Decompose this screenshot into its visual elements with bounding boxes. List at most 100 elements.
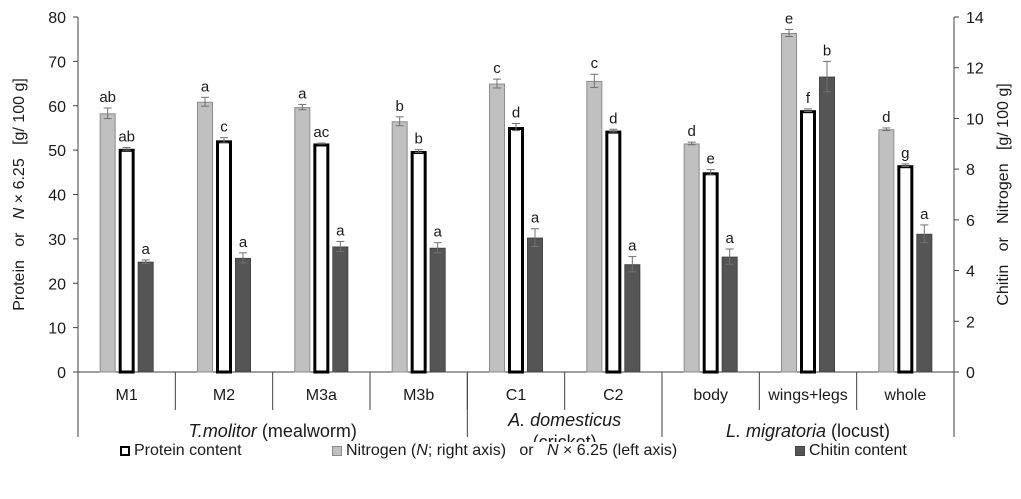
significance-letter-nitrogen: a — [201, 78, 210, 95]
legend: Protein content Nitrogen (N; right axis)… — [0, 442, 1021, 466]
significance-letter-nitrogen: ab — [99, 89, 116, 106]
legend-item-protein: Protein content — [120, 442, 242, 460]
group-label-part-0: T.molitor — [188, 421, 257, 441]
bar-nitrogen — [197, 101, 213, 373]
significance-letter-nitrogen: c — [591, 55, 599, 72]
group-label: L. migratoria (locust) — [726, 421, 890, 441]
left-tick-label: 10 — [48, 321, 66, 338]
right-tick-label: 6 — [966, 213, 975, 230]
left-tick-label: 20 — [48, 276, 66, 293]
right-tick-label: 14 — [966, 10, 984, 27]
group-label-part-1: (locust) — [826, 421, 890, 441]
right-tick-label: 12 — [966, 61, 984, 78]
category-label: C1 — [506, 387, 527, 404]
group-label-part-0: L. migratoria — [726, 421, 826, 441]
significance-letter-protein: d — [512, 105, 520, 122]
chart: 0 10 20 30 40 50 60 70 80 0 2 4 6 8 10 12 14 Protein or N… — [11, 10, 1012, 442]
left-axis-title-part-0: Protein or — [11, 219, 28, 311]
category-label: M3a — [306, 387, 337, 404]
significance-letter-nitrogen: e — [785, 10, 793, 27]
group-label: A. domesticus — [507, 410, 621, 430]
significance-letter-chitin: b — [823, 42, 831, 59]
legend-label-nitrogen-n: N — [416, 442, 428, 459]
bar-nitrogen — [391, 121, 408, 373]
legend-label-protein: Protein content — [134, 442, 242, 459]
bar-protein — [800, 110, 816, 374]
bar-nitrogen — [781, 32, 797, 373]
bar-chitin — [624, 264, 641, 373]
significance-letter-protein: c — [220, 119, 228, 136]
left-axis-title-part-2: × 6.25 [g/ 100 g] — [11, 78, 28, 207]
bar-nitrogen — [586, 80, 603, 373]
bar-protein — [897, 165, 914, 374]
bar-chitin — [137, 261, 154, 373]
bar-chitin — [721, 256, 738, 373]
bar-chitin — [527, 237, 543, 373]
left-tick-label: 70 — [48, 54, 66, 71]
category-label: M2 — [213, 387, 235, 404]
bar-chitin — [819, 76, 835, 373]
left-tick-label: 0 — [57, 365, 66, 382]
category-label: whole — [883, 387, 926, 404]
significance-letter-protein: ac — [313, 124, 329, 141]
legend-item-chitin: Chitin content — [795, 442, 907, 460]
category-label: M3b — [403, 387, 434, 404]
group-label: T.molitor (mealworm) — [188, 421, 356, 441]
bar-chitin — [429, 247, 446, 373]
significance-letter-nitrogen: a — [298, 85, 307, 102]
legend-label-chitin: Chitin content — [809, 442, 907, 459]
significance-letter-nitrogen: b — [395, 98, 403, 115]
significance-letter-chitin: a — [336, 222, 345, 239]
significance-letter-chitin: a — [628, 238, 637, 255]
significance-letter-chitin: a — [433, 224, 442, 241]
bar-nitrogen — [99, 113, 116, 373]
significance-letter-chitin: a — [141, 241, 150, 258]
left-tick-label: 60 — [48, 99, 66, 116]
significance-letter-protein: f — [806, 90, 811, 107]
significance-letter-nitrogen: c — [493, 60, 501, 77]
significance-letter-nitrogen: d — [882, 109, 890, 126]
category-label: C2 — [603, 387, 624, 404]
bar-chitin — [332, 246, 349, 373]
significance-letter-chitin: a — [531, 210, 540, 227]
legend-label-nitrogen-a: Nitrogen ( — [346, 442, 417, 459]
bar-protein — [702, 172, 719, 374]
bar-protein — [313, 143, 330, 374]
legend-label-nitrogen-c: N — [546, 442, 559, 459]
bar-chitin — [235, 257, 251, 373]
legend-label-nitrogen-b: ; right axis) or — [427, 442, 547, 459]
right-tick-label: 2 — [966, 314, 975, 331]
right-tick-label: 4 — [966, 264, 975, 281]
bar-protein — [118, 148, 135, 374]
bar-protein — [508, 127, 524, 374]
significance-letter-protein: ab — [118, 128, 135, 145]
bar-nitrogen — [683, 143, 700, 373]
significance-letter-protein: d — [609, 110, 617, 127]
left-tick-label: 40 — [48, 188, 66, 205]
significance-letter-chitin: a — [725, 230, 734, 247]
left-tick-label: 80 — [48, 10, 66, 27]
right-tick-label: 0 — [966, 365, 975, 382]
significance-letter-protein: g — [901, 145, 909, 162]
legend-item-nitrogen: Nitrogen (N; right axis) or N × 6.25 (le… — [332, 442, 677, 460]
right-axis-title: Chitin or Nitrogen [g/ 100 g] — [995, 83, 1012, 305]
bar-protein — [605, 130, 622, 374]
legend-swatch-chitin — [795, 446, 805, 456]
category-label: M1 — [116, 387, 138, 404]
group-label-line2: (cricket) — [533, 432, 597, 442]
bar-protein — [216, 140, 232, 374]
category-label: wings+legs — [767, 387, 848, 404]
significance-letter-chitin: a — [239, 234, 248, 251]
left-axis-title: Protein or N × 6.25 [g/ 100 g] — [11, 78, 28, 311]
right-tick-label: 8 — [966, 162, 975, 179]
bar-nitrogen — [294, 107, 311, 373]
significance-letter-protein: b — [414, 131, 422, 148]
significance-letter-protein: e — [706, 151, 714, 168]
bar-nitrogen — [878, 129, 895, 373]
group-label-part-0: A. domesticus — [507, 410, 621, 430]
bar-protein — [410, 151, 427, 374]
legend-swatch-protein — [120, 446, 130, 456]
significance-letter-nitrogen: d — [687, 123, 695, 140]
left-axis-title-part-1: N — [11, 207, 28, 219]
group-label-part-1: (mealworm) — [257, 421, 357, 441]
